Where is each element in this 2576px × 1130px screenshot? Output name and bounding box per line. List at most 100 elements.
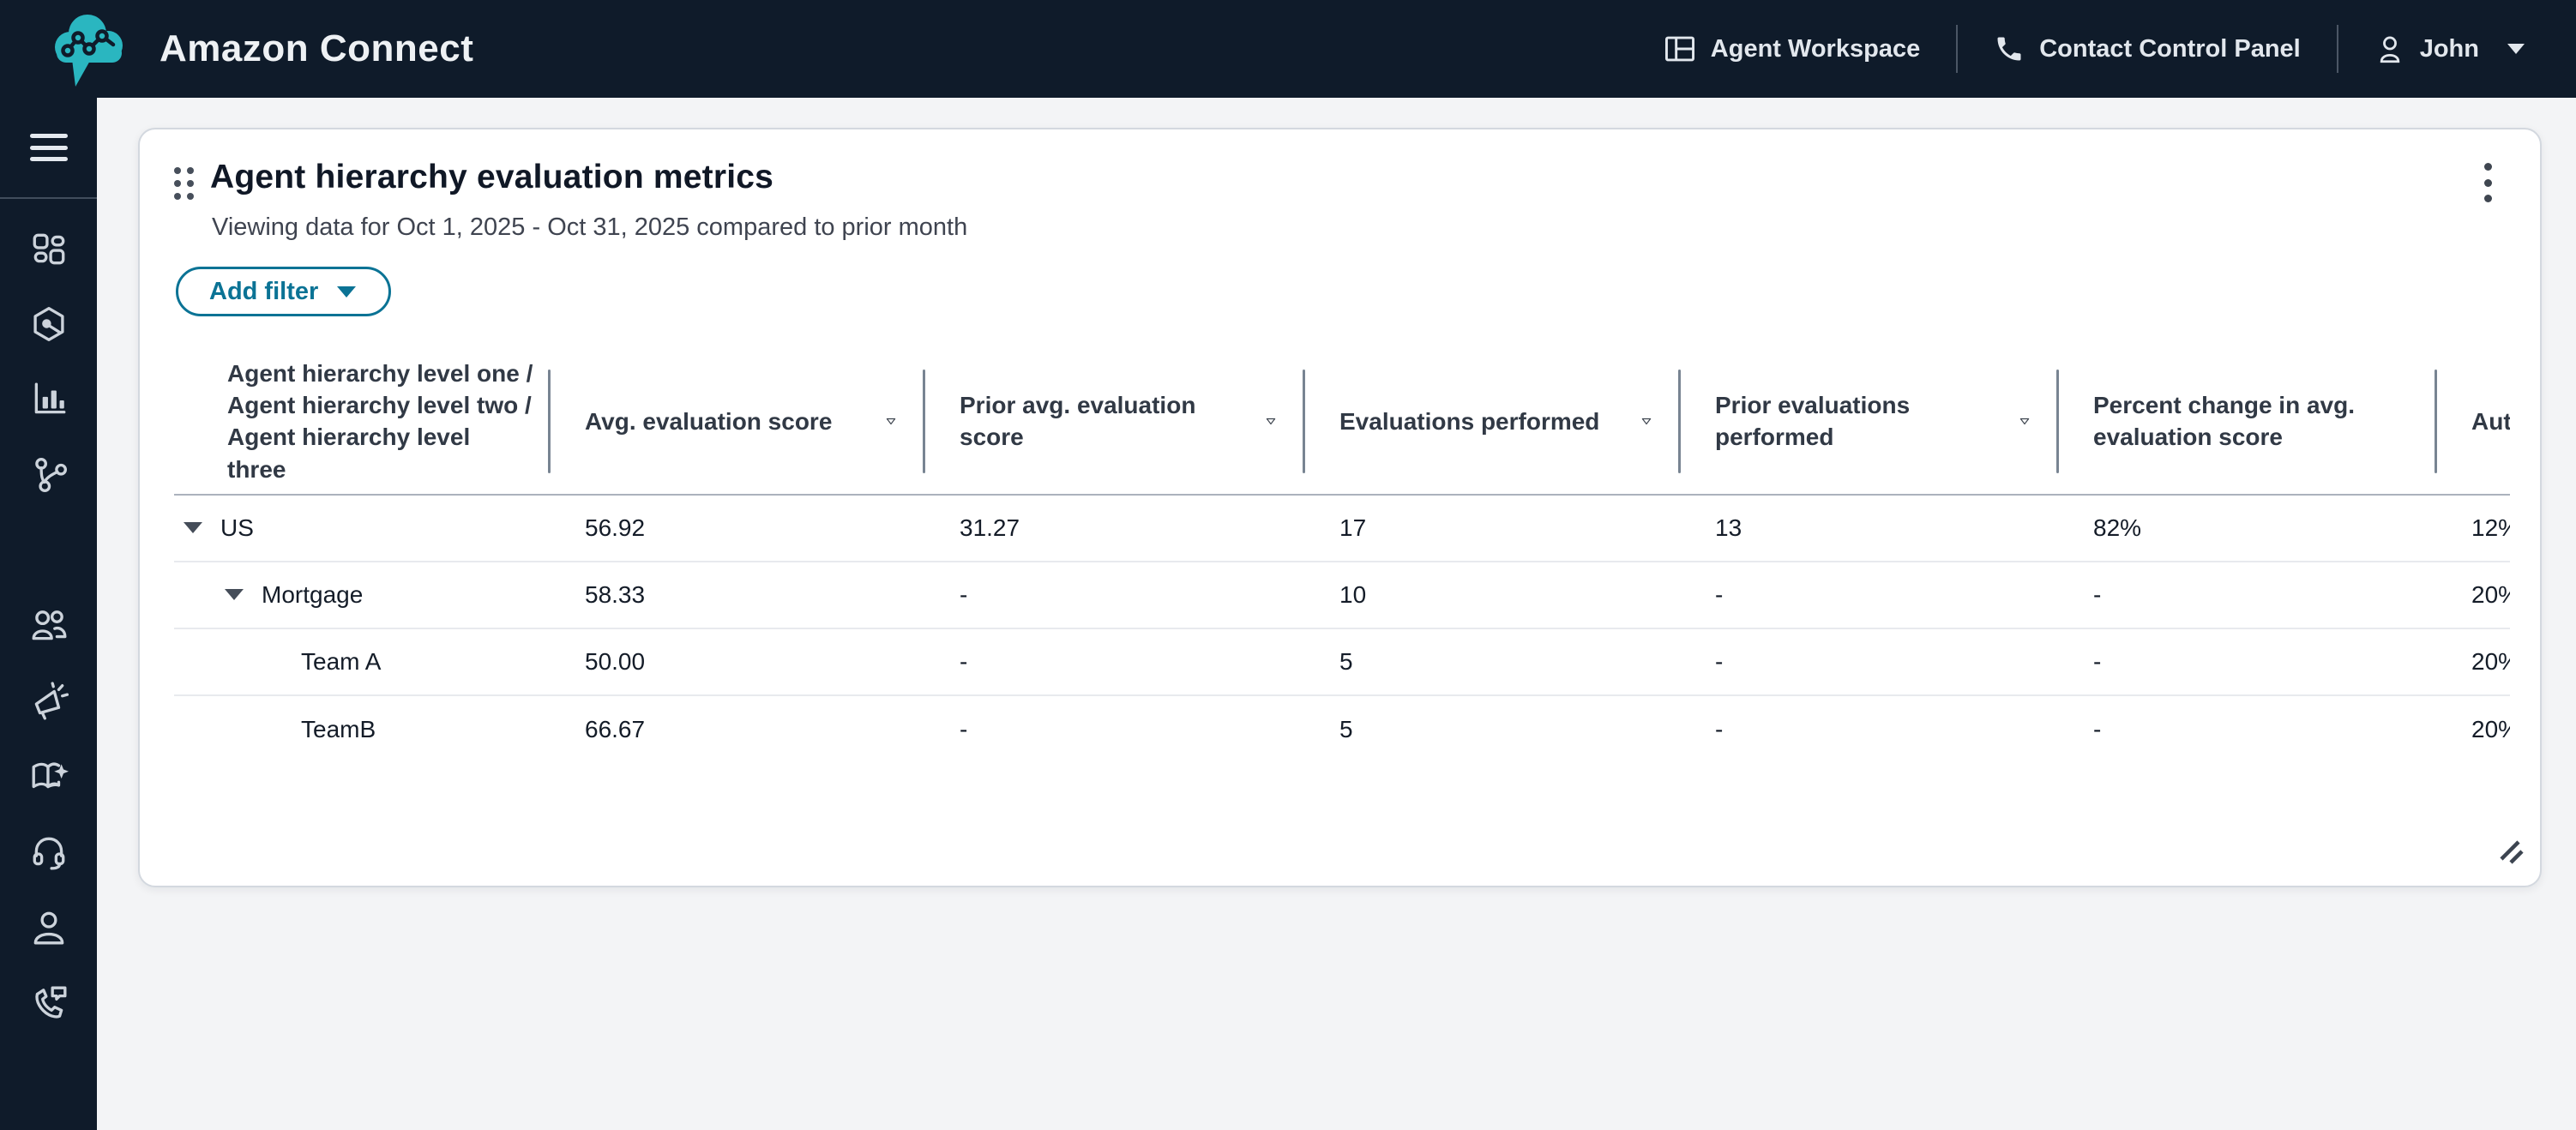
column-label: Aut (2471, 407, 2510, 435)
sidebar-nav (0, 211, 97, 1041)
metrics-widget-card: Agent hierarchy evaluation metrics Viewi… (138, 128, 2542, 887)
user-name-label: John (2419, 34, 2479, 63)
hierarchy-label: Mortgage (262, 580, 364, 608)
sidebar-item-campaigns[interactable] (0, 664, 97, 739)
cell-prior-avg-score: - (960, 580, 968, 608)
agent-workspace-link[interactable]: Agent Workspace (1664, 33, 1920, 65)
bar-chart-icon (34, 382, 65, 414)
table-header-row: Agent hierarchy level one / Agent hierar… (174, 349, 2510, 496)
sidebar-item-agent[interactable] (0, 814, 97, 890)
cell-prior-evaluations: - (1715, 580, 1724, 608)
workspace-layout-icon (1664, 36, 1694, 62)
sort-icon[interactable] (1629, 412, 1652, 430)
hierarchy-cell: Team A (174, 629, 551, 694)
hexagon-node-icon (33, 307, 64, 341)
dashboard-grid-icon (33, 233, 64, 265)
cell-prior-evaluations: - (1715, 715, 1724, 742)
megaphone-icon (34, 682, 69, 720)
cell-percent-change: - (2093, 580, 2102, 608)
hamburger-menu-icon[interactable] (29, 132, 68, 163)
amazon-connect-logo-icon (55, 15, 123, 87)
cell-prior-avg-score: 31.27 (960, 514, 1020, 541)
cell-truncated: 20% (2471, 715, 2510, 742)
brand[interactable]: Amazon Connect (50, 0, 473, 98)
cell-prior-evaluations: 13 (1715, 514, 1742, 541)
top-nav: Agent Workspace Contact Control Panel Jo… (1664, 25, 2526, 73)
widget-title: Agent hierarchy evaluation metrics (210, 159, 774, 195)
contact-control-panel-label: Contact Control Panel (2039, 34, 2301, 63)
cell-prior-evaluations: - (1715, 647, 1724, 675)
hierarchy-cell: TeamB (174, 696, 551, 763)
column-header-hierarchy: Agent hierarchy level one / Agent hierar… (174, 349, 551, 494)
cell-avg-score: 56.92 (585, 514, 646, 541)
sidebar-item-contact[interactable] (0, 965, 97, 1041)
cell-avg-score: 58.33 (585, 580, 646, 608)
hierarchy-cell: Mortgage (174, 562, 551, 628)
cell-prior-avg-score: - (960, 647, 968, 675)
headset-icon (33, 837, 64, 870)
column-header-prior-avg-score[interactable]: Prior avg. evaluation score (925, 349, 1305, 494)
contact-control-panel-link[interactable]: Contact Control Panel (1994, 33, 2301, 64)
table-row: TeamB 66.67 - 5 - - 20% (174, 696, 2510, 763)
column-label: Evaluations performed (1339, 407, 1600, 435)
user-icon (2380, 36, 2399, 63)
left-sidebar (0, 98, 97, 1130)
sort-icon[interactable] (874, 412, 896, 430)
expand-toggle-icon[interactable] (183, 521, 203, 534)
column-label: Agent hierarchy level one / Agent hierar… (227, 360, 533, 483)
sidebar-spacer (0, 513, 97, 588)
cell-evaluations: 5 (1339, 647, 1353, 675)
sort-icon[interactable] (1254, 412, 1276, 430)
cell-percent-change: - (2093, 715, 2102, 742)
expand-toggle-icon[interactable] (224, 588, 244, 601)
column-header-avg-score[interactable]: Avg. evaluation score (551, 349, 925, 494)
chevron-down-icon (2507, 44, 2525, 54)
users-icon (32, 610, 66, 640)
column-label: Prior avg. evaluation score (960, 392, 1196, 451)
column-label: Percent change in avg. evaluation score (2093, 392, 2355, 451)
metrics-table: Agent hierarchy level one / Agent hierar… (174, 349, 2510, 763)
drag-handle-icon[interactable] (174, 167, 194, 203)
brand-title: Amazon Connect (159, 27, 474, 69)
cell-avg-score: 66.67 (585, 715, 646, 742)
add-filter-button[interactable]: Add filter (176, 267, 392, 316)
column-header-evaluations-performed[interactable]: Evaluations performed (1305, 349, 1681, 494)
profile-person-icon (33, 911, 63, 945)
cell-evaluations: 10 (1339, 580, 1367, 608)
column-label: Avg. evaluation score (585, 407, 833, 435)
cell-evaluations: 17 (1339, 514, 1367, 541)
cell-truncated: 12% (2471, 514, 2510, 541)
sidebar-item-knowledge[interactable] (0, 739, 97, 814)
cell-prior-avg-score: - (960, 715, 968, 742)
column-label: Prior evaluations performed (1715, 392, 1911, 451)
cell-avg-score: 50.00 (585, 647, 646, 675)
agent-workspace-label: Agent Workspace (1710, 34, 1921, 63)
branch-flow-icon (34, 458, 67, 492)
sidebar-item-users[interactable] (0, 588, 97, 664)
phone-chat-icon (34, 986, 66, 1019)
knowledge-book-icon (32, 762, 69, 789)
cell-truncated: 20% (2471, 580, 2510, 608)
kebab-menu-icon[interactable] (2473, 160, 2502, 205)
user-menu[interactable]: John (2374, 33, 2526, 64)
sidebar-item-profile[interactable] (0, 890, 97, 965)
sidebar-item-channels[interactable] (0, 286, 97, 362)
hierarchy-label: Team A (301, 647, 382, 675)
add-filter-label: Add filter (209, 277, 319, 305)
hierarchy-label: TeamB (301, 715, 376, 742)
table-row: Mortgage 58.33 - 10 - - 20% (174, 562, 2510, 629)
column-header-prior-evaluations-performed[interactable]: Prior evaluations performed (1681, 349, 2059, 494)
sidebar-item-metrics[interactable] (0, 362, 97, 437)
hierarchy-label: US (220, 514, 254, 541)
sidebar-item-routing[interactable] (0, 437, 97, 513)
resize-handle-icon[interactable] (2499, 839, 2525, 865)
column-header-truncated: Aut (2437, 349, 2510, 494)
top-nav-separator (1956, 25, 1959, 73)
sidebar-item-dashboard[interactable] (0, 211, 97, 286)
cell-percent-change: - (2093, 647, 2102, 675)
phone-icon (1997, 37, 2021, 61)
cell-evaluations: 5 (1339, 715, 1353, 742)
cell-percent-change: 82% (2093, 514, 2142, 541)
sort-icon[interactable] (2007, 412, 2030, 430)
